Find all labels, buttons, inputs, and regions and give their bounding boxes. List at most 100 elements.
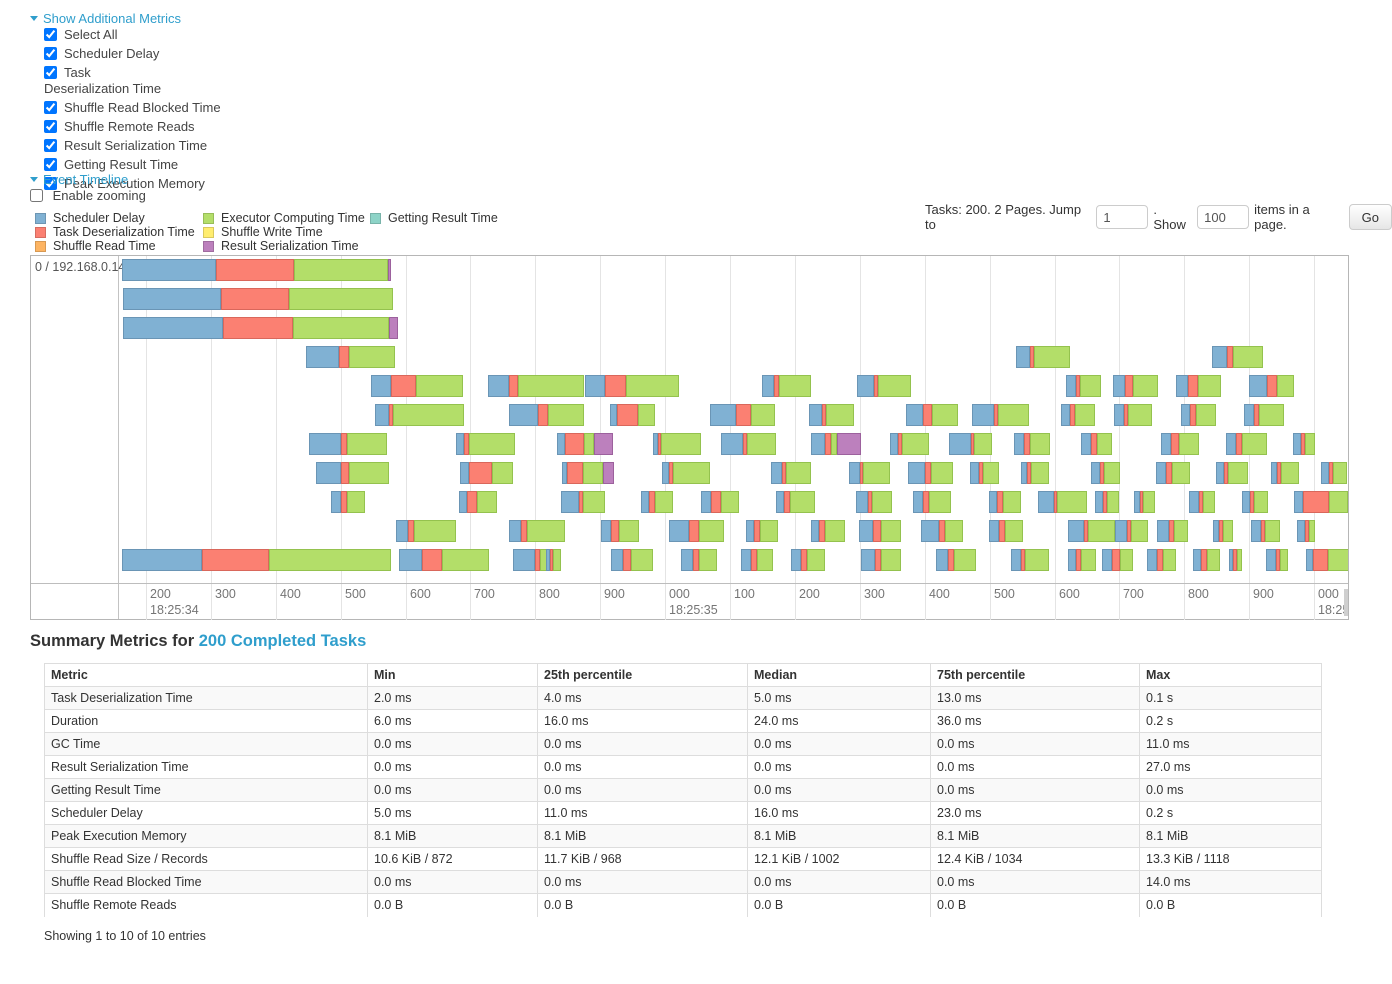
task-bar[interactable] xyxy=(641,491,673,513)
task-bar[interactable] xyxy=(546,549,561,571)
task-bar[interactable] xyxy=(936,549,976,571)
task-bar[interactable] xyxy=(375,404,464,426)
task-bar[interactable] xyxy=(1242,491,1268,513)
task-bar[interactable] xyxy=(561,491,605,513)
task-bar[interactable] xyxy=(849,462,890,484)
task-bar[interactable] xyxy=(1038,491,1087,513)
task-bar[interactable] xyxy=(1249,375,1294,397)
task-bar[interactable] xyxy=(1294,491,1348,513)
task-bar[interactable] xyxy=(1321,462,1347,484)
task-bar[interactable] xyxy=(459,491,497,513)
metric-checkbox[interactable] xyxy=(44,101,57,114)
task-bar[interactable] xyxy=(1156,462,1190,484)
enable-zooming-checkbox[interactable] xyxy=(30,189,43,202)
task-bar[interactable] xyxy=(1157,520,1188,542)
task-bar[interactable] xyxy=(509,404,584,426)
task-bar[interactable] xyxy=(1095,491,1119,513)
task-bar[interactable] xyxy=(811,433,861,455)
task-bar[interactable] xyxy=(306,346,395,368)
task-bar[interactable] xyxy=(1011,549,1049,571)
task-bar[interactable] xyxy=(1297,520,1315,542)
task-bar[interactable] xyxy=(1189,491,1215,513)
task-bar[interactable] xyxy=(1061,404,1095,426)
task-bar[interactable] xyxy=(1244,404,1284,426)
task-bar[interactable] xyxy=(1181,404,1216,426)
task-bar[interactable] xyxy=(776,491,815,513)
timeline-scrollbar[interactable] xyxy=(1344,589,1348,616)
task-bar[interactable] xyxy=(610,404,655,426)
task-bar[interactable] xyxy=(316,462,389,484)
task-bar[interactable] xyxy=(1114,404,1152,426)
task-bar[interactable] xyxy=(1216,462,1248,484)
task-bar[interactable] xyxy=(1306,549,1348,571)
task-bar[interactable] xyxy=(913,491,951,513)
task-bar[interactable] xyxy=(746,520,778,542)
task-bar[interactable] xyxy=(809,404,854,426)
task-bar[interactable] xyxy=(762,375,811,397)
task-bar[interactable] xyxy=(908,462,953,484)
task-bar[interactable] xyxy=(1068,549,1096,571)
task-bar[interactable] xyxy=(1021,462,1049,484)
task-bar[interactable] xyxy=(662,462,710,484)
task-bar[interactable] xyxy=(721,433,776,455)
task-bar[interactable] xyxy=(460,462,513,484)
task-bar[interactable] xyxy=(1251,520,1280,542)
task-bar[interactable] xyxy=(710,404,775,426)
task-bar[interactable] xyxy=(653,433,701,455)
task-bar[interactable] xyxy=(890,433,929,455)
task-bar[interactable] xyxy=(1229,549,1242,571)
task-bar[interactable] xyxy=(989,491,1021,513)
task-bar[interactable] xyxy=(741,549,773,571)
task-bar[interactable] xyxy=(669,520,724,542)
task-bar[interactable] xyxy=(1266,549,1288,571)
task-bar[interactable] xyxy=(396,520,456,542)
task-bar[interactable] xyxy=(562,462,614,484)
task-bar[interactable] xyxy=(1102,549,1133,571)
task-bar[interactable] xyxy=(399,549,489,571)
task-bar[interactable] xyxy=(601,520,639,542)
task-bar[interactable] xyxy=(122,259,391,281)
task-bar[interactable] xyxy=(701,491,739,513)
task-bar[interactable] xyxy=(309,433,387,455)
task-bar[interactable] xyxy=(1115,520,1148,542)
task-bar[interactable] xyxy=(1068,520,1115,542)
task-bar[interactable] xyxy=(123,288,393,310)
metric-checkbox[interactable] xyxy=(44,66,57,79)
go-button[interactable]: Go xyxy=(1348,204,1392,230)
task-bar[interactable] xyxy=(509,520,565,542)
task-bar[interactable] xyxy=(859,520,901,542)
task-bar[interactable] xyxy=(811,520,845,542)
task-bar[interactable] xyxy=(122,549,391,571)
metric-checkbox[interactable] xyxy=(44,28,57,41)
task-bar[interactable] xyxy=(1147,549,1176,571)
metric-checkbox[interactable] xyxy=(44,139,57,152)
metric-checkbox[interactable] xyxy=(44,120,57,133)
task-bar[interactable] xyxy=(1193,549,1220,571)
task-bar[interactable] xyxy=(861,549,901,571)
task-bar[interactable] xyxy=(488,375,584,397)
task-bar[interactable] xyxy=(371,375,463,397)
show-additional-metrics-toggle[interactable]: Show Additional Metrics xyxy=(30,11,181,26)
task-bar[interactable] xyxy=(1014,433,1050,455)
task-bar[interactable] xyxy=(972,404,1029,426)
task-bar[interactable] xyxy=(949,433,992,455)
task-bar[interactable] xyxy=(1161,433,1199,455)
task-bar[interactable] xyxy=(1016,346,1070,368)
completed-tasks-link[interactable]: 200 Completed Tasks xyxy=(198,632,367,650)
task-bar[interactable] xyxy=(970,462,999,484)
task-bar[interactable] xyxy=(856,491,892,513)
task-bar[interactable] xyxy=(1066,375,1101,397)
event-timeline-toggle[interactable]: Event Timeline xyxy=(30,172,128,187)
task-bar[interactable] xyxy=(921,520,963,542)
task-bar[interactable] xyxy=(857,375,911,397)
task-bar[interactable] xyxy=(771,462,811,484)
task-bar[interactable] xyxy=(557,433,613,455)
task-bar[interactable] xyxy=(1293,433,1315,455)
task-bar[interactable] xyxy=(585,375,679,397)
task-bar[interactable] xyxy=(1113,375,1158,397)
task-bar[interactable] xyxy=(123,317,398,339)
task-bar[interactable] xyxy=(1271,462,1299,484)
task-bar[interactable] xyxy=(1212,346,1263,368)
task-bar[interactable] xyxy=(331,491,365,513)
task-bar[interactable] xyxy=(1176,375,1221,397)
